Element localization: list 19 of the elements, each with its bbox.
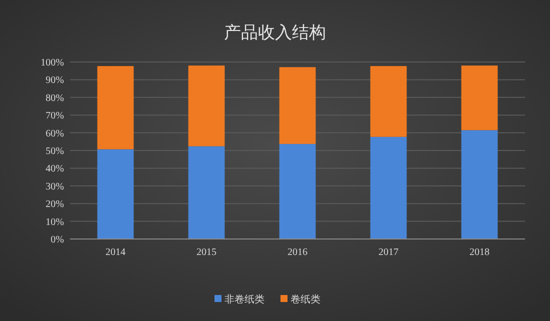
y-tick-label: 100% [40,58,64,68]
y-tick-label: 10% [46,216,64,228]
legend-label: 非卷纸类 [224,294,264,306]
y-tick-label: 50% [46,146,64,157]
x-tick-label: 2018 [470,247,490,258]
x-tick-label: 2014 [106,247,126,258]
legend-label: 卷纸类 [290,294,320,306]
y-tick-label: 40% [46,164,64,175]
x-tick-label: 2017 [378,247,398,258]
x-tick-label: 2015 [196,247,216,258]
y-tick-label: 30% [46,181,64,192]
y-tick-label: 60% [46,128,64,140]
y-tick-label: 20% [46,199,64,210]
y-tick-label: 80% [46,92,64,104]
x-tick-label: 2016 [288,247,308,258]
y-tick-label: 0% [50,234,64,246]
y-tick-label: 70% [46,110,64,122]
chart-title: 产品收入结构 [224,23,326,43]
y-tick-label: 90% [46,75,64,86]
